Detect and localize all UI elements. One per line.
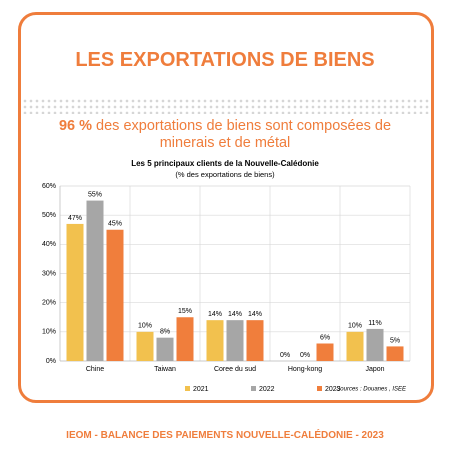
chart: Les 5 principaux clients de la Nouvelle-… (42, 159, 411, 393)
legend-label: 2023 (325, 386, 341, 393)
x-tick-label: Coree du sud (214, 366, 256, 373)
legend-swatch (251, 386, 256, 391)
dots (22, 98, 430, 114)
legend-label: 2021 (193, 386, 209, 393)
value-label: 0% (300, 352, 310, 359)
value-label: 10% (348, 323, 362, 330)
legend-label: 2022 (259, 386, 275, 393)
value-label: 14% (208, 311, 222, 318)
bar (246, 320, 264, 361)
bar (206, 320, 224, 361)
value-label: 55% (88, 191, 102, 198)
bar (136, 331, 154, 361)
bar (176, 317, 194, 361)
value-label: 6% (320, 334, 330, 341)
y-tick-label: 40% (42, 241, 56, 248)
value-label: 14% (228, 311, 242, 318)
subtitle-text: des exportations de biens sont composées… (96, 118, 392, 151)
y-tick-label: 50% (42, 212, 56, 219)
bar (366, 328, 384, 361)
y-tick-label: 60% (42, 183, 56, 190)
bar (386, 346, 404, 361)
source: Sources : Douanes , ISEE (336, 387, 407, 393)
bar (156, 337, 174, 361)
subtitle: 96 % des exportations de biens sont comp… (55, 118, 395, 152)
y-tick-label: 0% (46, 358, 56, 365)
highlight: 96 % (58, 118, 92, 134)
value-label: 0% (280, 352, 290, 359)
value-label: 15% (178, 308, 192, 315)
bar (346, 331, 364, 361)
chart-title: Les 5 principaux clients de la Nouvelle-… (131, 159, 319, 168)
bar (316, 343, 334, 361)
x-tick-label: Hong-kong (288, 366, 322, 373)
frame (18, 12, 434, 403)
y-tick-label: 30% (42, 270, 56, 277)
value-label: 47% (68, 215, 82, 222)
value-label: 14% (248, 311, 262, 318)
bar (106, 229, 124, 361)
bar (86, 200, 104, 361)
y-tick-label: 10% (42, 329, 56, 336)
x-tick-label: Japon (365, 366, 384, 373)
value-label: 11% (368, 320, 382, 327)
legend-swatch (185, 386, 190, 391)
value-label: 8% (160, 329, 170, 336)
y-tick-label: 20% (42, 300, 56, 307)
legend-swatch (317, 386, 322, 391)
value-label: 5% (390, 337, 400, 344)
chart-subtitle: (% des exportations de biens) (175, 170, 275, 179)
footer: IEOM - BALANCE DES PAIEMENTS NOUVELLE-CA… (66, 430, 384, 441)
bar (66, 223, 84, 361)
bar (226, 320, 244, 361)
value-label: 45% (108, 221, 122, 228)
x-tick-label: Taiwan (154, 366, 176, 373)
value-label: 10% (138, 323, 152, 330)
page-title: LES EXPORTATIONS DE BIENS (75, 49, 375, 71)
x-tick-label: Chine (86, 366, 104, 373)
